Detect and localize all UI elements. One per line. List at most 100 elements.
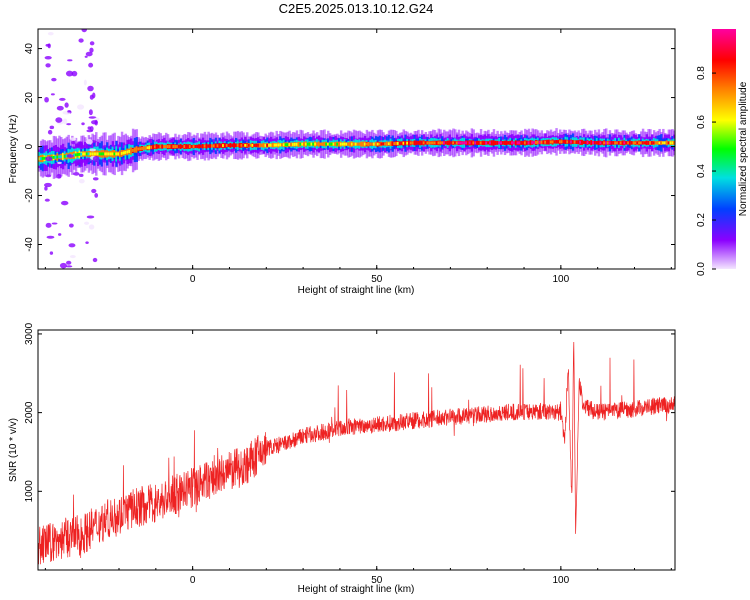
spectrogram-peak bbox=[571, 140, 575, 144]
spectrogram-peak bbox=[43, 156, 46, 160]
spectrogram-peak bbox=[155, 145, 159, 149]
spectrogram-peak bbox=[658, 141, 661, 145]
spectrogram-speckle bbox=[71, 140, 76, 145]
spectrogram-peak bbox=[80, 152, 83, 156]
spectrogram-peak bbox=[96, 152, 100, 156]
spectrogram-speckle bbox=[78, 173, 84, 178]
spectrogram-peak bbox=[142, 146, 146, 150]
spectrogram-peak bbox=[133, 148, 137, 152]
spectrogram-peak bbox=[466, 141, 470, 145]
spectrogram-peak bbox=[100, 152, 104, 156]
colorbar-tick-label: 0.0 bbox=[696, 262, 707, 276]
spectrogram-peak bbox=[181, 145, 185, 149]
spectrogram-peak bbox=[229, 143, 232, 147]
spectrogram-speckle bbox=[49, 251, 54, 255]
spectrogram-peak bbox=[349, 142, 352, 146]
spectrogram-speckle bbox=[44, 96, 49, 103]
spectrogram-peak bbox=[406, 141, 409, 145]
spectrogram-peak bbox=[126, 150, 129, 154]
spectrogram-speckle bbox=[81, 122, 85, 126]
spectrogram-peak bbox=[106, 152, 109, 156]
spectrogram-peak bbox=[496, 141, 499, 145]
spectrogram-peak bbox=[582, 140, 586, 144]
snr-panel: 0 50 100 1000 2000 3000 Height of straight l… bbox=[8, 322, 676, 595]
spectrogram-peak bbox=[595, 141, 599, 145]
spectrogram-peak bbox=[172, 145, 175, 149]
spectrogram-peak bbox=[617, 141, 621, 145]
spectrogram-peak bbox=[632, 141, 636, 145]
spectrogram-peak bbox=[214, 144, 218, 148]
spectrogram-peak bbox=[262, 143, 266, 147]
spectrogram-peak bbox=[60, 155, 63, 159]
spectrogram-peak bbox=[244, 143, 247, 147]
spectrogram-peak bbox=[525, 141, 529, 145]
spectrogram-peak bbox=[312, 142, 315, 146]
spectrogram-peak bbox=[273, 143, 277, 147]
spectrogram-peak bbox=[546, 140, 549, 144]
spectrogram-peak bbox=[621, 141, 625, 145]
spectrogram-peak bbox=[325, 142, 328, 146]
spectrogram-peak bbox=[573, 140, 577, 144]
spectrogram-peak bbox=[131, 149, 135, 152]
spectrogram-x-ticks: 0 50 100 bbox=[44, 29, 672, 285]
snr-x-axis-label: Height of straight line (km) bbox=[298, 584, 415, 595]
spectrogram-peak bbox=[376, 142, 380, 146]
spectrogram-peak bbox=[341, 142, 345, 146]
spectrogram-peak bbox=[269, 143, 273, 147]
spectrogram-speckle bbox=[67, 59, 73, 62]
spectrogram-peak bbox=[413, 141, 417, 145]
spectrogram-peak bbox=[560, 140, 564, 144]
spectrogram-peak bbox=[500, 141, 503, 145]
spectrogram-peak bbox=[479, 141, 483, 145]
spectrogram-peak bbox=[557, 140, 560, 144]
spectrogram-peak bbox=[547, 140, 551, 144]
spectrogram-peak bbox=[577, 140, 580, 144]
spectrogram-peak bbox=[468, 141, 472, 145]
spectrogram-peak bbox=[119, 152, 122, 156]
spectrogram-peak bbox=[168, 145, 172, 149]
spectrogram-peak bbox=[218, 144, 221, 148]
spectrogram-peak bbox=[170, 145, 173, 149]
spectrogram-peak bbox=[238, 143, 242, 147]
spectrogram-speckle bbox=[55, 117, 63, 123]
spectrogram-peak bbox=[483, 141, 486, 145]
spectrogram-speckle bbox=[45, 43, 51, 47]
spectrogram-peak bbox=[452, 141, 455, 145]
spectrogram-peak bbox=[603, 141, 606, 145]
spectrogram-peak bbox=[271, 143, 275, 147]
spectrogram-peak bbox=[542, 140, 545, 144]
spectrogram-speckle bbox=[77, 104, 85, 110]
spectrogram-speckle bbox=[45, 156, 53, 162]
spectrogram-speckle bbox=[68, 243, 76, 248]
y-tick-label: 40 bbox=[24, 43, 35, 55]
spectrogram-peak bbox=[282, 143, 286, 147]
spectrogram-peak bbox=[581, 140, 584, 144]
spectrogram-speckle bbox=[58, 233, 62, 236]
snr-y-ticks: 1000 2000 3000 bbox=[24, 322, 675, 502]
spectrogram-peak bbox=[247, 143, 251, 147]
spectrogram-peak bbox=[389, 142, 393, 146]
spectrogram-peak bbox=[89, 152, 92, 156]
spectrogram-peak bbox=[234, 143, 238, 147]
spectrogram-peak bbox=[107, 152, 111, 156]
spectrogram-peak bbox=[652, 141, 656, 145]
spectrogram-speckle bbox=[92, 177, 99, 181]
spectrogram-speckle bbox=[45, 174, 52, 178]
spectrogram-peak bbox=[610, 141, 614, 145]
colorbar-label: Normalized spectral amplitude bbox=[738, 81, 749, 216]
spectrogram-peak bbox=[614, 141, 617, 145]
spectrogram-peak bbox=[350, 142, 354, 146]
spectrogram-speckle bbox=[89, 148, 96, 152]
spectrogram-peak bbox=[529, 141, 532, 145]
spectrogram-peak bbox=[279, 143, 282, 147]
spectrogram-peak bbox=[638, 141, 641, 145]
spectrogram-peak bbox=[627, 141, 630, 145]
spectrogram-peak bbox=[240, 143, 243, 147]
x-tick-label: 0 bbox=[190, 575, 196, 586]
spectrogram-y-ticks: 40 20 0 -20 -40 bbox=[24, 43, 675, 252]
spectrogram-speckle bbox=[47, 32, 54, 36]
spectrogram-speckle bbox=[61, 200, 69, 206]
spectrogram-peak bbox=[411, 141, 415, 145]
spectrogram-speckle bbox=[65, 70, 74, 77]
spectrogram-peak bbox=[522, 141, 525, 145]
